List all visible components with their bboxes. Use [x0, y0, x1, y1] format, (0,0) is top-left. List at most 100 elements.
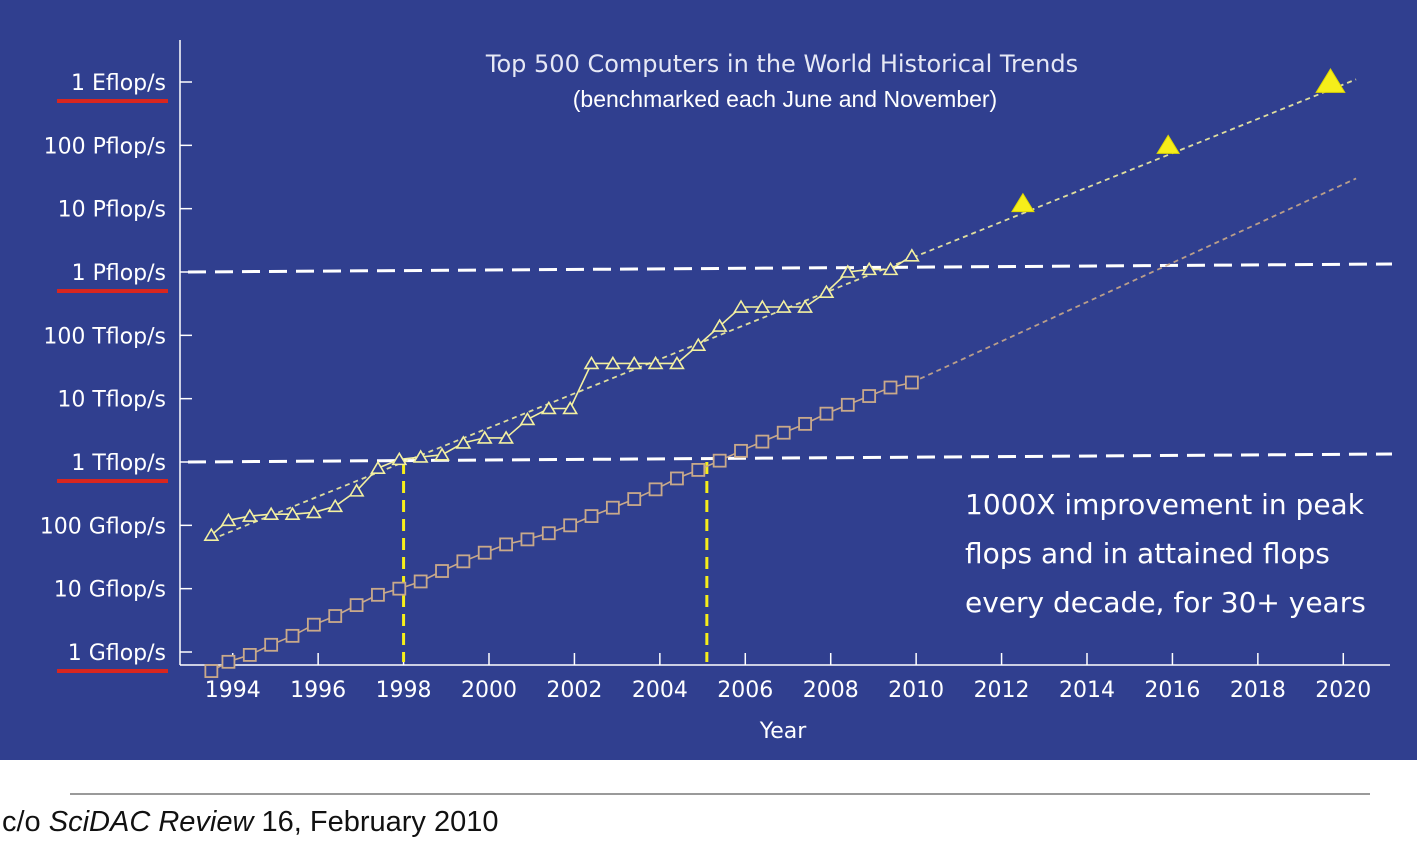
data-point [818, 284, 835, 298]
data-point [819, 406, 834, 421]
data-point [627, 492, 642, 506]
data-point [605, 500, 620, 515]
annotation-line: 1000X improvement in peak [965, 488, 1365, 521]
x-tick-label: 2012 [974, 678, 1030, 703]
x-tick-label: 2010 [888, 678, 944, 703]
data-point [604, 355, 621, 370]
y-tick-label: 100 Tflop/s [43, 324, 166, 349]
data-point [264, 637, 279, 652]
series-line [210, 255, 913, 536]
reference-line-horizontal [187, 262, 1393, 274]
x-tick-label: 2004 [632, 678, 688, 703]
footer-divider [70, 793, 1370, 795]
data-point [498, 430, 514, 444]
data-point [371, 587, 385, 602]
data-point [669, 355, 685, 370]
projected-point [1315, 68, 1346, 93]
x-tick-label: 1998 [376, 678, 432, 703]
data-point [861, 261, 878, 276]
data-point [413, 574, 428, 589]
data-point [626, 355, 643, 370]
x-tick-label: 2014 [1059, 678, 1115, 703]
data-point [434, 447, 450, 461]
x-tick-label: 1996 [290, 678, 346, 703]
data-point [648, 482, 663, 497]
data-point [220, 512, 237, 527]
data-point [840, 397, 855, 412]
data-point [755, 434, 770, 449]
data-point [583, 355, 600, 370]
x-tick-label: 1994 [205, 678, 261, 703]
data-point [263, 506, 280, 520]
trend-line [911, 177, 1357, 384]
data-point [476, 430, 493, 444]
data-point [284, 506, 301, 520]
data-point [203, 527, 220, 541]
data-point [776, 425, 791, 440]
y-tick-label: 10 Tflop/s [57, 388, 166, 413]
x-tick-label: 2018 [1230, 678, 1286, 703]
citation-journal: SciDAC Review [48, 806, 254, 838]
data-point [391, 451, 408, 466]
data-point [734, 443, 748, 458]
data-point [562, 400, 579, 415]
chart-panel [0, 0, 1417, 760]
reference-lines [187, 262, 1393, 662]
y-tick-label: 100 Pflop/s [44, 134, 166, 159]
annotation-line: every decade, for 30+ years [965, 586, 1366, 619]
citation: c/o SciDAC Review 16, February 2010 [2, 806, 498, 839]
data-point [797, 299, 813, 313]
x-tick-label: 2016 [1144, 678, 1200, 703]
data-point [670, 471, 684, 486]
x-tick-label: 2000 [461, 678, 517, 703]
annotation-line: flops and in attained flops [965, 537, 1330, 570]
data-point [241, 508, 258, 522]
data-point [221, 654, 236, 669]
data-point [328, 609, 343, 623]
data-point [647, 355, 664, 370]
data-point [584, 509, 599, 523]
data-point [327, 498, 344, 513]
x-axis-label: Year [759, 719, 808, 744]
data-point [839, 264, 856, 278]
data-point [798, 416, 812, 431]
data-point [712, 453, 727, 468]
top500-chart: 1 Gflop/s 10 Gflop/s 100 Gflop/s 1 Tflop/s 1… [40, 40, 1393, 744]
data-point [541, 526, 556, 541]
data-point [455, 435, 472, 449]
data-point [477, 545, 492, 560]
data-point [690, 337, 707, 351]
y-tick-label: 100 Gflop/s [40, 514, 166, 539]
y-tick-label: 1 Pflop/s [72, 261, 166, 286]
y-tick-label: 10 Gflop/s [54, 578, 166, 603]
reference-line-horizontal [187, 452, 1393, 464]
data-point [435, 564, 449, 578]
x-tick-label: 2006 [717, 678, 773, 703]
citation-prefix: c/o [2, 806, 49, 838]
data-point [882, 261, 899, 276]
y-tick-label: 1 Tflop/s [71, 451, 166, 476]
projected-point [1011, 192, 1035, 213]
data-point [392, 581, 407, 596]
data-point [520, 532, 535, 547]
chart-subtitle: (benchmarked each June and November) [573, 86, 997, 112]
data-point [242, 647, 257, 662]
data-point [903, 248, 920, 262]
citation-suffix: 16, February 2010 [253, 806, 499, 838]
series [203, 68, 1357, 678]
data-point [456, 554, 471, 569]
annotation-text: 1000X improvement in peak flops and in a… [965, 488, 1366, 619]
data-point [733, 299, 749, 313]
data-point [691, 463, 706, 477]
y-tick-label: 1 Eflop/s [71, 71, 166, 96]
y-tick-label: 1 Gflop/s [68, 641, 166, 666]
y-tick-label: 10 Pflop/s [58, 198, 166, 223]
data-point [883, 380, 898, 395]
data-point [862, 389, 877, 403]
x-tick-label: 2020 [1315, 678, 1371, 703]
data-point [349, 598, 364, 613]
data-point [754, 299, 771, 313]
x-tick-label: 2002 [546, 678, 602, 703]
projected-point [1156, 134, 1181, 154]
data-point [370, 460, 386, 474]
